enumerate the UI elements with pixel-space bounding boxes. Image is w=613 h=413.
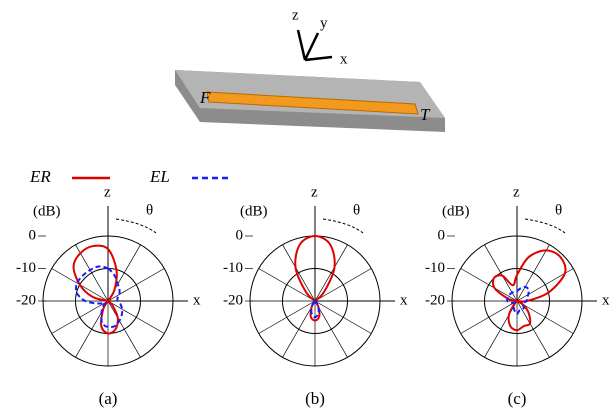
- port-label: T: [420, 105, 431, 124]
- unit-label: (dB): [442, 203, 470, 219]
- r-tick-label: -10: [425, 260, 445, 276]
- x-axis-label: x: [602, 292, 610, 308]
- theta-label: θ: [146, 202, 153, 218]
- r-tick-label: 0: [29, 227, 37, 243]
- x-axis-label: x: [400, 292, 408, 308]
- axis-label: y: [320, 15, 328, 31]
- pattern-curve: [74, 246, 118, 334]
- axes-icon: [298, 30, 332, 60]
- r-tick-label: -10: [16, 260, 36, 276]
- axis-label: x: [340, 51, 348, 67]
- caption: (c): [508, 389, 527, 408]
- theta-label: θ: [353, 202, 360, 218]
- theta-arrow: [525, 219, 565, 233]
- theta-label: θ: [555, 202, 562, 218]
- z-axis-label: z: [513, 184, 520, 200]
- r-tick-label: -10: [223, 260, 243, 276]
- r-tick-label: -20: [16, 292, 36, 308]
- z-axis-label: z: [104, 184, 111, 200]
- pattern-curve: [493, 250, 566, 330]
- unit-label: (dB): [33, 203, 61, 219]
- theta-arrow: [323, 219, 363, 233]
- caption: (b): [305, 389, 325, 408]
- r-tick-label: 0: [236, 227, 244, 243]
- r-tick-label: 0: [438, 227, 446, 243]
- legend-label: ER: [29, 167, 51, 186]
- caption: (a): [99, 389, 118, 408]
- x-axis-label: x: [193, 292, 201, 308]
- figure: F T z y x ER EL -20 -10 0 x z (dB) θ (a) -20 -10 0 x z…: [0, 0, 613, 413]
- unit-label: (dB): [240, 203, 268, 219]
- r-tick-label: -20: [425, 292, 445, 308]
- legend-label: EL: [149, 167, 170, 186]
- z-axis-label: z: [311, 184, 318, 200]
- axis-label: z: [292, 7, 299, 23]
- port-label: F: [199, 88, 211, 107]
- theta-arrow: [116, 219, 156, 233]
- r-tick-label: -20: [223, 292, 243, 308]
- device-illustration: F T z y x: [175, 7, 445, 132]
